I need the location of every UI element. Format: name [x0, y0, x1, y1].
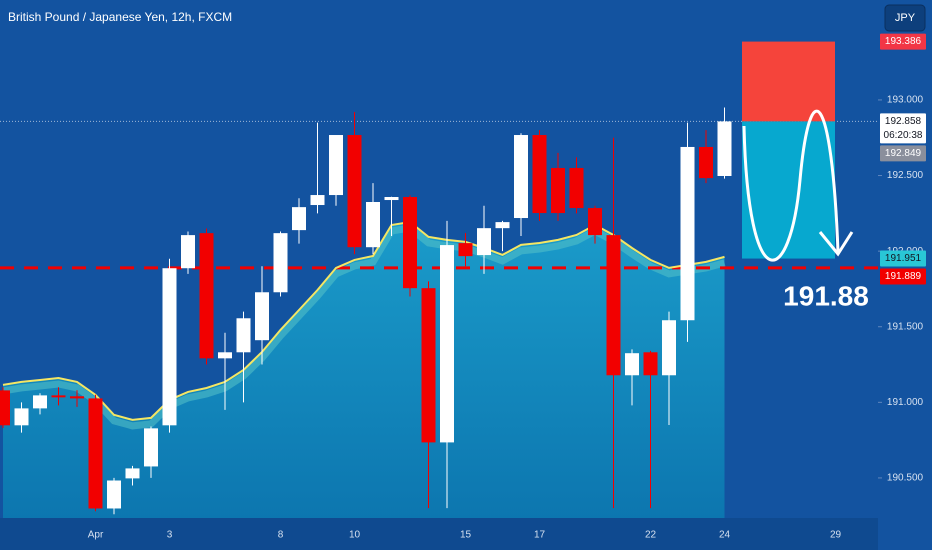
y-tick-label: 190.500 [887, 473, 924, 484]
candle-body [292, 207, 306, 231]
y-tick-label: 191.500 [887, 321, 924, 332]
candle-body [588, 208, 602, 236]
candle-body [458, 243, 473, 257]
time-axis [0, 518, 878, 550]
price-label: 193.386 [885, 36, 922, 47]
candle-body [199, 233, 214, 359]
projection-curve [742, 109, 840, 262]
candle-body [606, 235, 621, 376]
ma-area [3, 222, 725, 518]
candle-body [662, 320, 676, 376]
candle-body [236, 318, 251, 353]
candle-body [477, 228, 491, 256]
price-label: 192.858 [885, 116, 922, 127]
candle-body [440, 245, 454, 443]
x-tick-label: 3 [167, 530, 173, 541]
candle-body [532, 135, 547, 214]
candle-body [125, 468, 140, 479]
currency-button-label[interactable]: JPY [895, 12, 916, 24]
price-label-box [880, 113, 926, 144]
axis-layer: 190.500191.000191.500192.000192.500193.0… [88, 33, 926, 541]
line-layer [0, 120, 878, 270]
candle-body [273, 233, 288, 293]
price-label: 192.849 [885, 148, 922, 159]
candle-body [88, 398, 103, 509]
candle-body [329, 135, 343, 196]
y-tick-label: 193.000 [887, 95, 924, 106]
candle-body [699, 146, 713, 179]
y-tick-label: 192.500 [887, 170, 924, 181]
position-layer: 191.88 [742, 41, 869, 311]
candle-body [717, 121, 732, 176]
candle-body [144, 428, 158, 467]
price-label: 191.889 [885, 271, 922, 282]
candle-body [680, 146, 695, 321]
x-tick-label: 10 [349, 530, 361, 541]
candle-body [107, 480, 121, 509]
area-layer [2, 222, 726, 518]
candle-body [310, 195, 325, 206]
candle-body [384, 197, 399, 201]
price-label-box [880, 33, 926, 50]
candle-body [643, 352, 658, 376]
candle-body [551, 167, 565, 214]
candle-body [51, 395, 66, 398]
candle-body [366, 201, 380, 248]
candle-body [421, 288, 436, 443]
candle-body [162, 268, 177, 426]
x-tick-label: 15 [460, 530, 472, 541]
candle-body [255, 292, 269, 341]
candle-body [14, 408, 29, 426]
candle-body [495, 222, 510, 229]
candle-body [33, 395, 47, 409]
candle-body [625, 353, 639, 376]
price-label: 191.951 [885, 253, 922, 264]
ma-line [2, 220, 725, 421]
x-tick-label: Apr [88, 530, 104, 541]
stop-zone [742, 41, 835, 122]
x-tick-label: 29 [830, 530, 842, 541]
candle-body [70, 396, 84, 399]
target-label: 191.88 [783, 280, 869, 311]
candle-body [403, 197, 417, 289]
candle-body [218, 352, 232, 359]
x-tick-label: 24 [719, 530, 731, 541]
candle-body [347, 135, 362, 248]
y-tick-label: 191.000 [887, 397, 924, 408]
chart-title: British Pound / Japanese Yen, 12h, FXCM [8, 10, 232, 24]
candle-body [0, 390, 10, 426]
currency-button[interactable] [884, 4, 926, 32]
x-tick-label: 22 [645, 530, 657, 541]
candle-body [514, 135, 528, 219]
x-tick-label: 17 [534, 530, 546, 541]
countdown: 06:20:38 [884, 130, 923, 141]
price-label-box [880, 145, 926, 162]
price-label-box [880, 268, 926, 285]
x-tick-label: 8 [278, 530, 284, 541]
candle-body [181, 235, 195, 269]
candle-body [569, 167, 584, 209]
projection-arrow [818, 231, 854, 257]
candle-layer [0, 107, 732, 515]
ma-band [2, 224, 726, 430]
price-label-box [880, 250, 926, 267]
